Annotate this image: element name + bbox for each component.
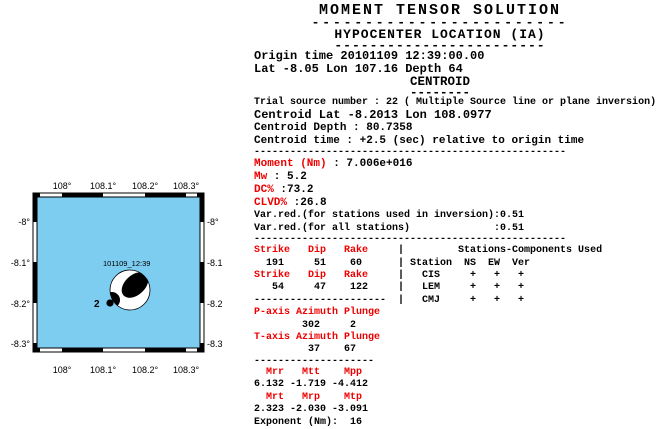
station-row-cis: | CIS + + +: [398, 270, 525, 282]
centroid-depth-line: Centroid Depth : 80.7358: [254, 122, 413, 135]
centroid-time-line: Centroid time : +2.5 (sec) relative to o…: [254, 135, 585, 148]
hypocenter-heading: HYPOCENTER LOCATION (IA): [334, 27, 546, 42]
lat-tick-left-1: -8.1°: [11, 258, 31, 268]
separator: --------------------: [254, 355, 375, 367]
clvd-value: :26.8: [287, 197, 327, 210]
table-divider-row: ---------------------- | CMJ + + +: [230, 295, 666, 307]
hypocenter-location-line: Lat -8.05 Lon 107.16 Depth 64: [254, 62, 463, 76]
station-row-cmj: | CMJ + + +: [398, 294, 525, 306]
nodal-plane2-row: 54 47 122 | LEM + + +: [230, 282, 666, 294]
t-axis-values: 37 67: [254, 344, 357, 356]
origin-time-line: Origin time 20101109 12:39:00.00: [254, 49, 485, 63]
lat-tick-right-1: -8.1: [207, 258, 223, 268]
nodal-plane1-values: 191 51 60: [254, 257, 399, 269]
beachball-compression-lobe: [121, 272, 149, 298]
tensor-row1-values: 6.132 -1.719 -4.412: [254, 379, 369, 391]
strike-dip-rake-header: Strike Dip Rake: [254, 245, 399, 257]
mw-line: Mw : 5.2: [230, 171, 666, 184]
lat-tick-left-3: -8.3°: [11, 339, 31, 349]
lon-tick-bottom-2: 108.2°: [132, 365, 159, 375]
mw-label: Mw: [254, 171, 268, 184]
stations-components-header: | Stations-Components Used: [398, 245, 603, 257]
clvd-label: CLVD%: [254, 197, 288, 210]
separator: ----------------------------------------…: [254, 234, 567, 246]
beachball-outline: [109, 269, 151, 311]
nodal-plane1-row: 191 51 60 | Station NS EW Ver: [230, 258, 666, 270]
location-map: 108° 108.1° 108.2° 108.3° 108° 108.1° 10…: [11, 181, 223, 375]
separator: ----------------------------------------…: [254, 147, 567, 159]
centroid-underline: --------: [409, 86, 470, 100]
tensor-row2-label: Mrt Mrp Mtp: [254, 391, 363, 403]
lat-tick-right-0: -8°: [207, 217, 219, 227]
page-title: MOMENT TENSOR SOLUTION: [318, 2, 562, 19]
lat-tick-right-2: -8.2: [207, 299, 223, 309]
report-panel: MOMENT TENSOR SOLUTION -----------------…: [230, 0, 666, 429]
lon-tick-bottom-1: 108.1°: [90, 365, 117, 375]
lat-tick-left-0: -8°: [18, 217, 30, 227]
map-sea: [37, 197, 200, 348]
nodal-plane2-values: 54 47 122: [254, 282, 399, 294]
lon-tick-top-1: 108.1°: [90, 181, 117, 191]
lon-tick-bottom-3: 108.3°: [173, 365, 200, 375]
nodal-plane-header2-row: Strike Dip Rake | CIS + + +: [230, 270, 666, 282]
hypocenter-underline: ------------------------: [334, 38, 546, 53]
t-axis-label: T-axis Azimuth Plunge: [254, 332, 381, 344]
tensor-row1-label: Mrr Mtt Mpp: [254, 366, 363, 378]
lon-tick-top-2: 108.2°: [132, 181, 159, 191]
event-label: 101109_12:39: [103, 259, 150, 268]
p-axis-values: 302 2: [254, 319, 357, 331]
dc-line: DC% :73.2: [230, 184, 666, 197]
epicenter-dot: [106, 299, 114, 307]
epicenter-count-label: 2: [94, 299, 100, 310]
lon-tick-top-0: 108°: [53, 181, 72, 191]
varred-all-line: Var.red.(for all stations) :0.51: [254, 222, 525, 234]
map-frame: [32, 192, 205, 353]
lon-tick-top-3: 108.3°: [173, 181, 200, 191]
strike-dip-rake-header2: Strike Dip Rake: [254, 270, 399, 282]
varred-inversion-line: Var.red.(for stations used in inversion)…: [254, 210, 525, 222]
lon-tick-bottom-0: 108°: [53, 365, 72, 375]
lat-tick-left-2: -8.2°: [11, 299, 31, 309]
centroid-heading: CENTROID: [409, 75, 470, 89]
p-axis-label: P-axis Azimuth Plunge: [254, 307, 381, 319]
table-divider: ----------------------: [254, 294, 399, 306]
tensor-row2-values: 2.323 -2.030 -3.091: [254, 404, 369, 416]
page-title-underline: ------------------------: [311, 15, 569, 30]
dc-value: :73.2: [273, 184, 314, 197]
trial-source-line: Trial source number : 22 ( Multiple Sour…: [254, 97, 657, 108]
mw-value: : 5.2: [267, 171, 307, 184]
moment-line: Moment (Nm) : 7.006e+016: [230, 158, 666, 171]
nodal-plane-header-row: Strike Dip Rake | Stations-Components Us…: [230, 245, 666, 257]
station-table-header: | Station NS EW Ver: [398, 257, 531, 269]
lat-tick-right-3: -8.3: [207, 339, 223, 349]
moment-label: Moment (Nm): [254, 158, 327, 171]
station-row-lem: | LEM + + +: [398, 282, 525, 294]
moment-value: : 7.006e+016: [326, 158, 413, 171]
centroid-latlon-line: Centroid Lat -8.2013 Lon 108.0977: [254, 108, 492, 123]
dc-label: DC%: [254, 184, 274, 197]
clvd-line: CLVD% :26.8: [230, 197, 666, 210]
exponent-line: Exponent (Nm): 16: [254, 416, 363, 428]
